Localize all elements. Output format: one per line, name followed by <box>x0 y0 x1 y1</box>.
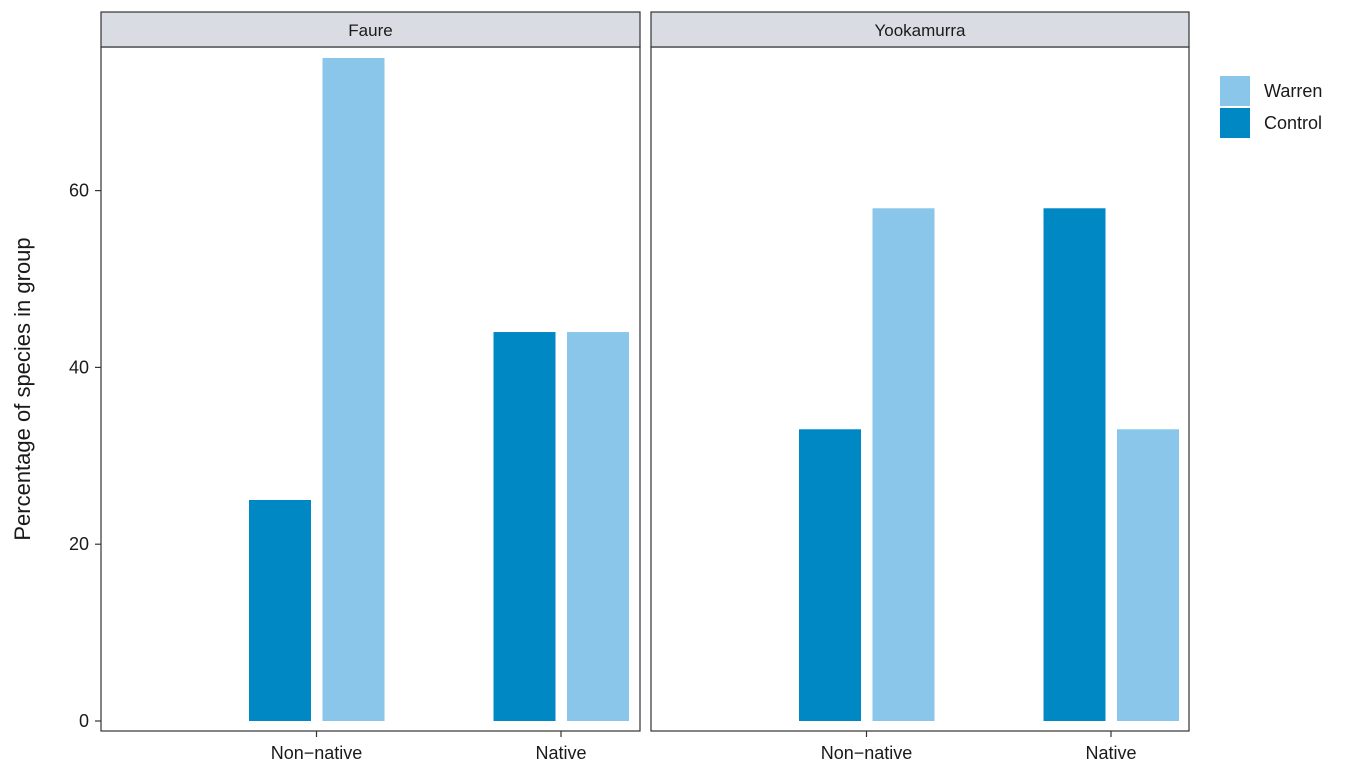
bar-control <box>249 500 311 721</box>
y-tick-label: 0 <box>79 711 89 731</box>
bar-control <box>493 332 556 721</box>
bar-warren <box>872 208 935 721</box>
bar-warren <box>1117 429 1179 721</box>
facet-title: Faure <box>348 21 392 40</box>
legend-swatch <box>1220 108 1250 138</box>
bar-control <box>1043 208 1106 721</box>
y-tick-label: 20 <box>69 534 89 554</box>
bar-control <box>799 429 861 721</box>
legend-label: Control <box>1264 113 1322 133</box>
x-tick-label: Non−native <box>271 743 363 763</box>
facet-strip <box>100 11 641 48</box>
x-tick-label: Native <box>535 743 586 763</box>
legend-swatch <box>1220 76 1250 106</box>
bar-warren <box>322 58 385 721</box>
y-tick-label: 40 <box>69 357 89 377</box>
y-axis-title: Percentage of species in group <box>10 237 35 540</box>
x-tick-label: Non−native <box>821 743 913 763</box>
bar-warren <box>567 332 629 721</box>
facet-strip <box>650 11 1190 48</box>
y-tick-label: 60 <box>69 181 89 201</box>
facet-title: Yookamurra <box>874 21 966 40</box>
x-tick-label: Native <box>1085 743 1136 763</box>
legend-label: Warren <box>1264 81 1322 101</box>
